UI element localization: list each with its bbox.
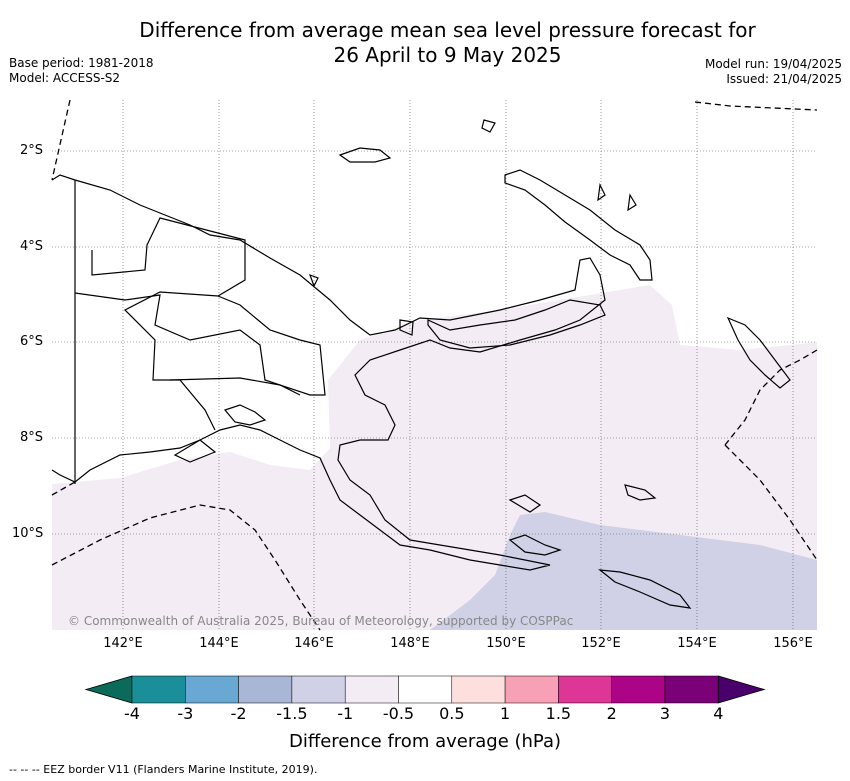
issued-text: Issued: 21/04/2025 — [726, 72, 842, 86]
colorbar-tick-label: -4 — [124, 704, 140, 723]
louisiade-islands — [598, 569, 692, 609]
colorbar-extend-high — [717, 675, 766, 704]
coastlines — [51, 119, 791, 609]
lat-tick-8s: 8°S — [20, 430, 44, 445]
model-info: Base period: 1981-2018 Model: ACCESS-S2 — [9, 56, 154, 86]
colorbar-title: Difference from average (hPa) — [288, 731, 562, 752]
lon-tick-156e: 156°E — [773, 636, 813, 651]
northern-islands — [308, 119, 637, 336]
bougainville — [726, 316, 791, 389]
lon-tick-142e: 142°E — [103, 636, 143, 651]
new-britain — [427, 299, 606, 349]
colorbar-tick-label: -2 — [230, 704, 247, 723]
new-ireland — [504, 169, 653, 281]
colorbar-tick-label: 1.5 — [545, 704, 572, 723]
lat-tick-10s: 10°S — [12, 526, 44, 541]
colorbar-segment — [344, 675, 399, 704]
colorbar-segment — [398, 675, 453, 704]
trobriand-islands — [508, 494, 542, 513]
colorbar-segment — [611, 675, 666, 704]
lon-tick-144e: 144°E — [199, 636, 239, 651]
model-run-text: Model run: 19/04/2025 — [704, 57, 842, 71]
colorbar-tick-label: 0.5 — [439, 704, 465, 723]
colorbar-tick-label: 1 — [500, 704, 511, 723]
new-guinea-coast — [51, 174, 606, 571]
lat-tick-6s: 6°S — [20, 334, 44, 349]
province-border-3 — [169, 377, 301, 396]
lon-tick-146e: 146°E — [294, 636, 334, 651]
colorbar-segment — [185, 675, 239, 704]
colorbar-segment — [291, 675, 346, 704]
colorbar-tick-label: -1.5 — [276, 704, 308, 723]
colorbar-tick-label: 2 — [606, 704, 617, 723]
colorbar-tick-label: 3 — [659, 704, 671, 723]
colorbar-extend-low — [84, 675, 133, 704]
province-border-2 — [74, 292, 326, 396]
colorbar-segment — [238, 675, 293, 704]
colorbar-segment — [131, 675, 186, 704]
daru-coast — [223, 404, 267, 426]
anomaly-region-medium — [430, 512, 817, 630]
lat-tick-2s: 2°S — [20, 143, 44, 158]
title-line-2: 26 April to 9 May 2025 — [333, 43, 562, 67]
colorbar-segment — [451, 675, 506, 704]
copyright-notice: © Commonwealth of Australia 2025, Bureau… — [68, 614, 574, 628]
milne-islands — [508, 534, 562, 556]
colorbar-segment — [664, 675, 719, 704]
colorbar-tick-label: -0.5 — [382, 704, 415, 723]
title-line-1: Difference from average mean sea level p… — [139, 18, 756, 42]
colorbar-tick-label: 4 — [713, 704, 724, 723]
fly-delta — [173, 439, 217, 463]
map-title: Difference from average mean sea level p… — [0, 18, 850, 68]
base-period-text: Base period: 1981-2018 — [9, 56, 154, 70]
colorbar — [84, 675, 766, 704]
lat-tick-4s: 4°S — [20, 239, 44, 254]
colorbar-tick-label: -1 — [337, 704, 354, 723]
woodlark-island — [624, 484, 657, 501]
model-text: Model: ACCESS-S2 — [9, 71, 121, 85]
gridlines — [52, 100, 817, 630]
lon-tick-152e: 152°E — [581, 636, 621, 651]
colorbar-tick-label: -3 — [177, 704, 194, 723]
colorbar-segment — [558, 675, 612, 704]
lon-tick-150e: 150°E — [486, 636, 526, 651]
lon-tick-148e: 148°E — [390, 636, 430, 651]
eez-borders — [51, 99, 818, 631]
colorbar-segment — [504, 675, 559, 704]
manus-island — [338, 147, 392, 163]
eez-legend-note: -- -- -- EEZ border V11 (Flanders Marine… — [9, 763, 318, 776]
lon-tick-154e: 154°E — [677, 636, 717, 651]
run-info: Model run: 19/04/2025 Issued: 21/04/2025 — [705, 57, 842, 87]
